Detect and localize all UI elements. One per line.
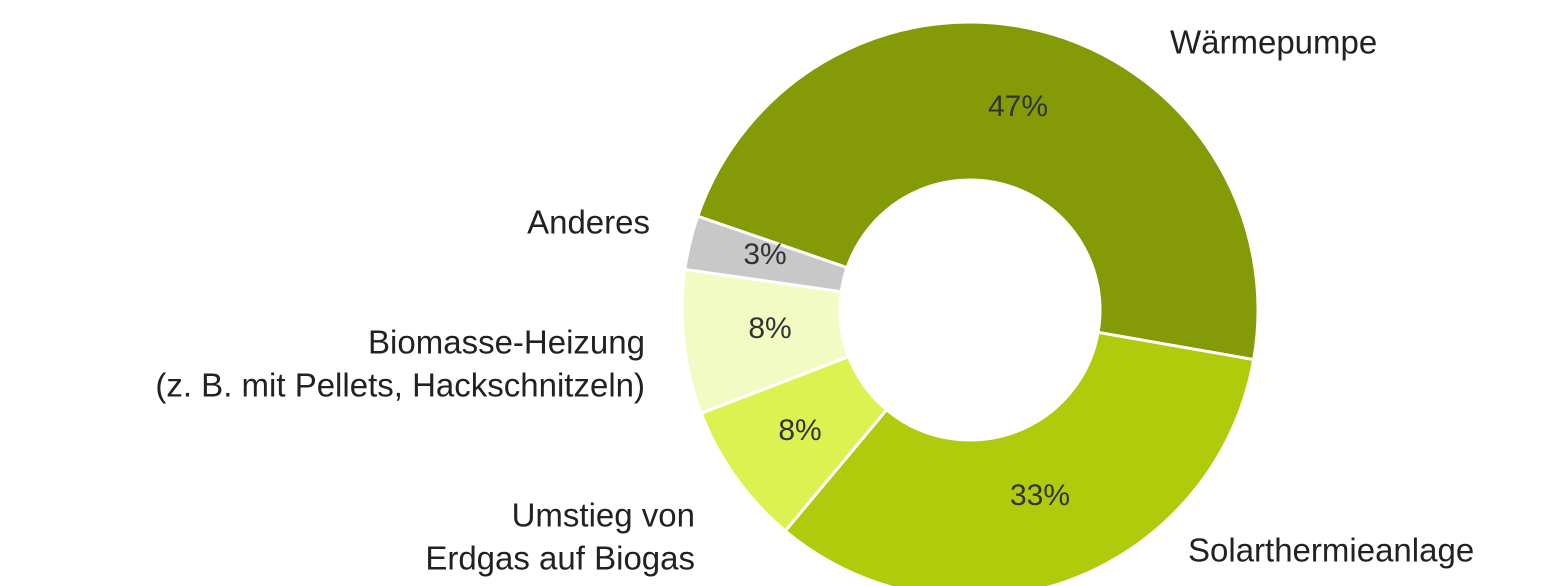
category-label: Umstieg von (512, 497, 695, 534)
value-label: 33% (1010, 479, 1070, 512)
donut-slice (695, 20, 1260, 362)
category-label: Erdgas auf Biogas (425, 540, 695, 577)
value-label: 8% (778, 414, 821, 447)
category-label: Biomasse-Heizung (368, 324, 645, 361)
donut-slice (683, 214, 849, 294)
value-label: 8% (748, 312, 791, 345)
category-label: Solarthermieanlage (1188, 532, 1474, 569)
category-label: Wärmepumpe (1170, 24, 1377, 61)
category-label: Anderes (527, 204, 650, 241)
value-label: 47% (988, 90, 1048, 123)
category-label: (z. B. mit Pellets, Hackschnitzeln) (155, 367, 645, 404)
donut-slice (783, 330, 1256, 586)
value-label: 3% (743, 238, 786, 271)
